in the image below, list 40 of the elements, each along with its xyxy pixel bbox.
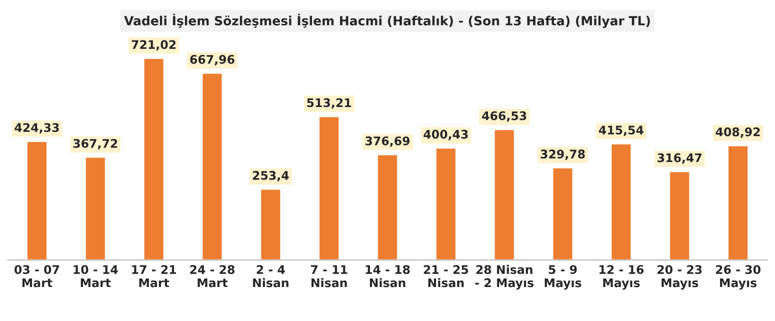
bar	[493, 128, 516, 260]
x-tick-label: 14 - 18 Nisan	[366, 265, 410, 288]
bar	[727, 144, 749, 260]
x-tick-label: 21 - 25 Nisan	[424, 265, 468, 288]
data-label: 415,54	[598, 126, 644, 136]
x-tick-label: 24 - 28 Mart	[190, 265, 234, 288]
data-label: 367,72	[73, 138, 118, 150]
data-label: 329,78	[540, 150, 585, 160]
x-tick-label: 03 - 07 Mart	[14, 265, 60, 288]
data-label: 376,69	[366, 136, 410, 147]
x-tick-label: 26 - 30 Mayıs	[716, 265, 760, 290]
data-label: 408,92	[716, 127, 760, 138]
bar	[435, 147, 457, 260]
bar	[668, 170, 691, 260]
x-tick-label: 20 - 23 Mayıs	[658, 265, 702, 290]
data-label: 721,02	[132, 40, 176, 51]
data-label: 253,4	[252, 170, 289, 182]
x-tick-label: 10 - 14 Mart	[74, 265, 118, 288]
data-label: 667,96	[190, 54, 234, 66]
x-tick-label: 17 - 21 Mart	[132, 265, 176, 288]
data-label: 466,53	[482, 111, 526, 122]
data-label: 513,21	[307, 98, 352, 109]
chart-title: Vadeli İşlem Sözleşmesi İşlem Hacmi (Haftalık) - (Son 13 Hafta) (Milyar TL)	[124, 14, 650, 28]
bar	[318, 116, 340, 260]
data-label: 400,43	[424, 130, 468, 140]
bar	[201, 72, 224, 260]
bar	[84, 156, 106, 260]
bar	[552, 167, 574, 260]
x-tick-label: 2 - 4 Nisan	[253, 265, 288, 288]
bar	[260, 188, 282, 260]
x-tick-label: 28 Nisan - 2 Mayıs	[475, 264, 534, 290]
bar	[26, 140, 48, 260]
data-label: 316,47	[658, 153, 702, 164]
bar	[142, 58, 165, 260]
x-tick-label: 7 - 11 Nisan	[310, 265, 348, 288]
x-tick-label: 5 - 9 Mayıs	[544, 265, 582, 290]
bar	[610, 143, 632, 260]
x-tick-label: 12 - 16 Mayıs	[600, 265, 644, 290]
bar	[376, 154, 398, 260]
data-label: 424,33	[14, 123, 59, 134]
